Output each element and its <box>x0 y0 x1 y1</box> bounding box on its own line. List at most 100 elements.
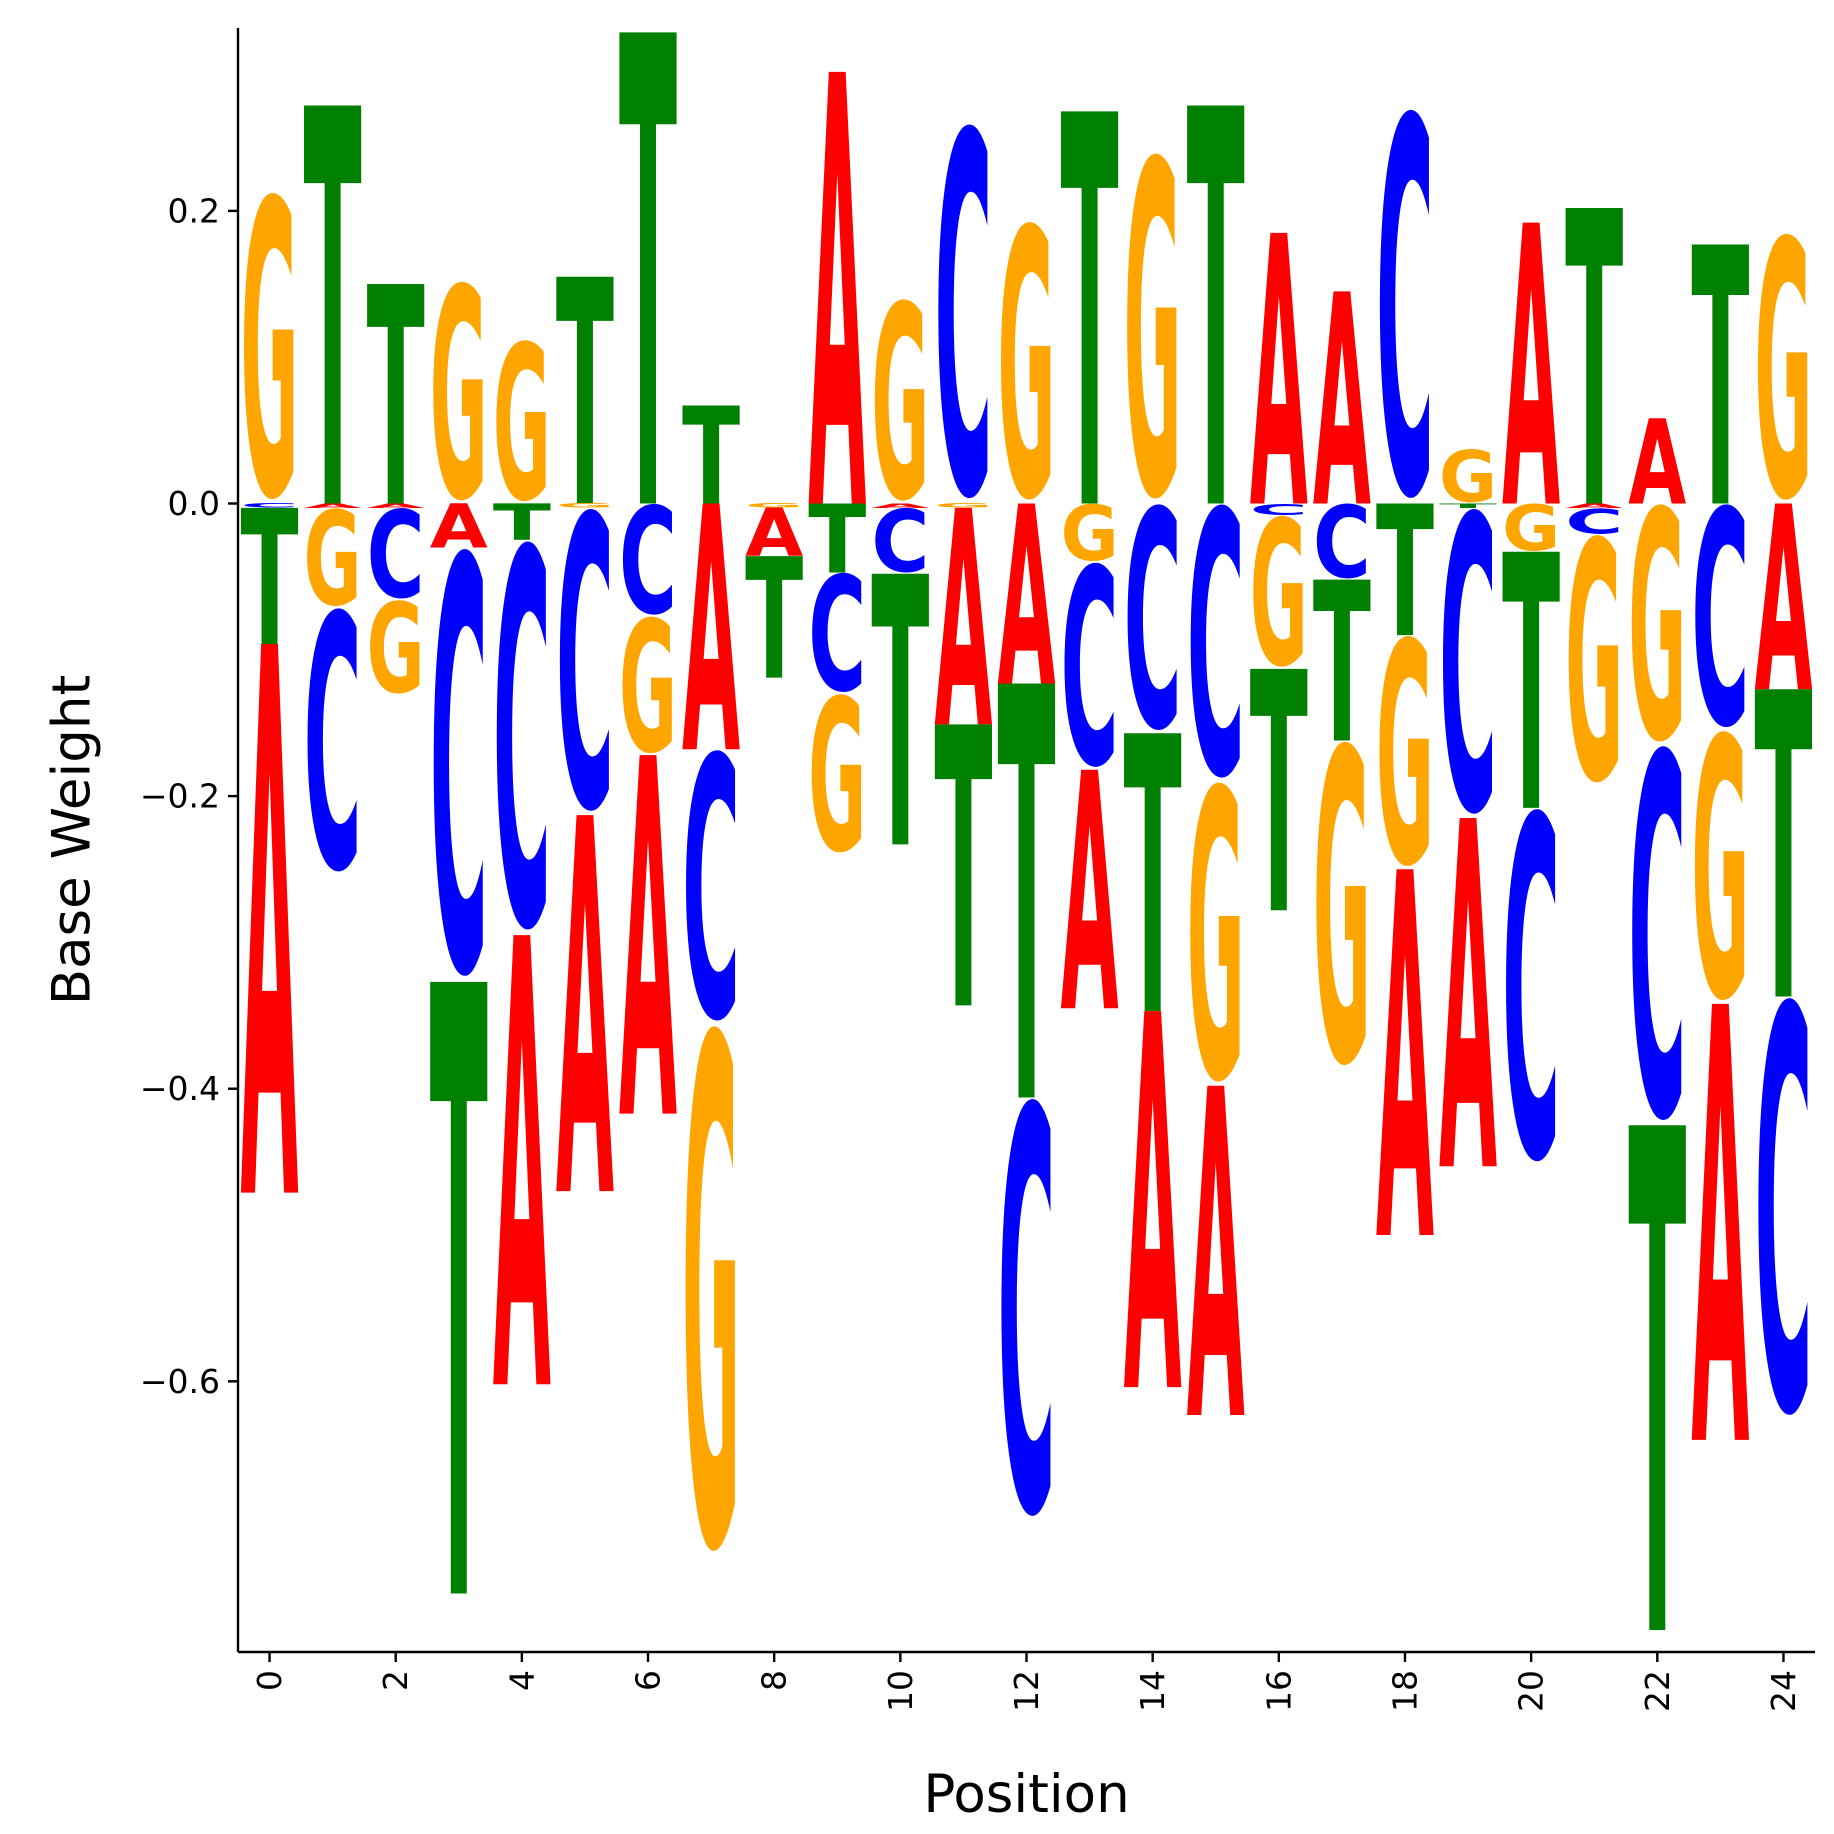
x-tick-label: 10 <box>881 1670 920 1712</box>
x-tick-label: 2 <box>376 1670 415 1691</box>
logo-letter-a-pos-7: A <box>682 436 740 829</box>
logo-letter-g-pos-5: G <box>556 502 614 509</box>
logo-letter-t-pos-20: T <box>1502 483 1560 891</box>
logo-letter-a-pos-23: A <box>1691 884 1750 1581</box>
logo-letter-c-pos-2: C <box>367 486 425 625</box>
logo-letter-a-pos-3: A <box>430 492 488 562</box>
logo-letter-a-pos-14: A <box>1124 909 1183 1509</box>
logo-letter-g-pos-1: G <box>304 484 362 635</box>
logo-letter-a-pos-8: A <box>745 494 803 572</box>
logo-letter-g-pos-21: G <box>1565 475 1623 855</box>
logo-letter-g-pos-20: G <box>1502 492 1560 565</box>
logo-letter-g-pos-15: G <box>1187 708 1245 1169</box>
logo-letter-a-pos-16: A <box>1250 160 1309 593</box>
logo-letter-a-pos-12: A <box>997 456 1055 743</box>
logo-letter-c-pos-7: C <box>682 685 740 1101</box>
logo-letter-a-pos-10: A <box>871 502 929 509</box>
logo-letter-g-pos-11: G <box>934 502 992 509</box>
logo-letter-a-pos-2: A <box>367 502 425 509</box>
x-tick-label: 20 <box>1512 1670 1551 1712</box>
logo-letter-t-pos-4: T <box>493 494 551 552</box>
logo-letter-c-pos-21: C <box>1565 502 1623 542</box>
logo-letter-t-pos-10: T <box>871 500 929 933</box>
logo-letter-g-pos-12: G <box>997 155 1055 581</box>
logo-letter-c-pos-10: C <box>871 494 929 593</box>
logo-letter-a-pos-15: A <box>1187 998 1246 1523</box>
logo-letter-a-pos-9: A <box>808 0 867 644</box>
logo-letter-g-pos-4: G <box>493 302 551 549</box>
logo-letter-c-pos-11: C <box>934 35 992 609</box>
logo-letter-c-pos-14: C <box>1124 450 1182 797</box>
logo-letter-g-pos-10: G <box>871 249 929 559</box>
logo-letter-c-pos-6: C <box>619 477 677 647</box>
logo-letter-t-pos-14: T <box>1124 659 1182 1102</box>
x-axis-ticks: 0 2 4 6 8 10 12 14 16 18 20 22 24 <box>250 1652 1803 1712</box>
logo-letter-a-pos-5: A <box>556 713 615 1313</box>
logo-letter-a-pos-24: A <box>1754 455 1812 751</box>
y-tick-label: 0.0 <box>168 484 220 523</box>
logo-letter-t-pos-11: T <box>934 648 992 1097</box>
logo-letter-t-pos-3: T <box>430 815 488 1791</box>
logo-letter-a-pos-17: A <box>1313 235 1371 573</box>
x-tick-label: 12 <box>1007 1670 1046 1712</box>
logo-letter-a-pos-19: A <box>1439 723 1498 1279</box>
logo-letter-g-pos-13: G <box>1061 491 1119 579</box>
logo-letter-a-pos-1: A <box>304 502 362 509</box>
logo-letter-t-pos-23: T <box>1691 173 1749 587</box>
logo-letter-c-pos-1: C <box>304 545 362 949</box>
logo-letter-c-pos-5: C <box>556 435 614 900</box>
logo-letter-t-pos-5: T <box>556 214 614 577</box>
logo-letter-a-pos-22: A <box>1628 396 1686 532</box>
logo-letter-c-pos-4: C <box>493 446 551 1044</box>
logo-letter-g-pos-2: G <box>367 578 425 722</box>
logo-letter-c-pos-20: C <box>1502 722 1560 1264</box>
x-tick-label: 22 <box>1638 1670 1677 1712</box>
logo-letter-t-pos-17: T <box>1313 537 1371 793</box>
logo-letter-g-pos-3: G <box>430 228 488 565</box>
logo-letter-t-pos-18: T <box>1376 469 1434 679</box>
logo-letter-c-pos-19: C <box>1439 436 1497 904</box>
logo-letter-a-pos-6: A <box>619 658 678 1230</box>
logo-letter-c-pos-9: C <box>808 544 866 727</box>
x-tick-label: 0 <box>250 1670 289 1691</box>
y-tick-label: −0.2 <box>140 777 220 816</box>
logo-letter-t-pos-12: T <box>997 570 1055 1232</box>
logo-letter-c-pos-15: C <box>1187 437 1245 858</box>
y-tick-label: 0.2 <box>168 191 220 230</box>
logo-letter-g-pos-24: G <box>1754 169 1812 578</box>
y-axis-title: Base Weight <box>42 675 103 1006</box>
x-tick-label: 8 <box>755 1670 794 1691</box>
logo-letter-a-pos-0: A <box>241 496 300 1371</box>
logo-letter-t-pos-1: T <box>304 0 362 633</box>
logo-letter-g-pos-14: G <box>1124 69 1182 600</box>
logo-letter-a-pos-4: A <box>493 813 552 1530</box>
logo-letter-t-pos-0: T <box>241 472 299 689</box>
y-axis-ticks: −0.6 −0.4 −0.2 0.0 0.2 <box>140 191 238 1401</box>
logo-letter-a-pos-11: A <box>934 450 992 796</box>
x-tick-label: 14 <box>1133 1670 1172 1712</box>
logo-letter-g-pos-23: G <box>1691 666 1749 1079</box>
logo-letter-c-pos-24: C <box>1754 896 1812 1537</box>
logo-letter-c-pos-17: C <box>1313 487 1371 602</box>
logo-letter-c-pos-0: C <box>241 503 299 510</box>
logo-letter-t-pos-19: T <box>1439 502 1497 509</box>
logo-letter-a-pos-21: A <box>1565 502 1623 509</box>
x-tick-label: 18 <box>1385 1670 1424 1712</box>
logo-letter-g-pos-8: G <box>745 502 803 509</box>
logo-letter-c-pos-18: C <box>1376 14 1434 612</box>
logo-letter-a-pos-18: A <box>1376 769 1435 1354</box>
logo-letter-g-pos-19: G <box>1439 437 1497 519</box>
logo-letter-g-pos-9: G <box>808 655 866 899</box>
logo-letter-t-pos-7: T <box>682 379 740 536</box>
logo-letter-g-pos-7: G <box>682 898 740 1706</box>
logo-letter-g-pos-22: G <box>1628 446 1686 812</box>
logo-letter-c-pos-16: C <box>1250 501 1308 519</box>
logo-letter-c-pos-12: C <box>997 997 1055 1638</box>
logo-letter-c-pos-13: C <box>1061 512 1119 827</box>
logo-letter-g-pos-0: G <box>241 117 299 589</box>
logo-letter-t-pos-24: T <box>1754 606 1812 1097</box>
logo-letter-t-pos-6: T <box>619 0 677 656</box>
logo-letter-t-pos-2: T <box>367 226 425 576</box>
